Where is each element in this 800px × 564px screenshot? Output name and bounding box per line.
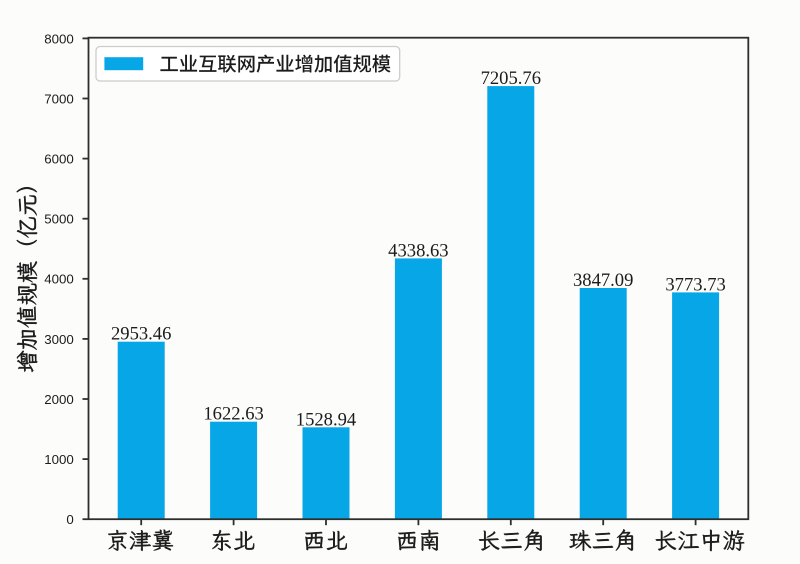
svg-text:7205.76: 7205.76 xyxy=(481,68,541,89)
svg-text:2000: 2000 xyxy=(44,392,74,407)
svg-text:4000: 4000 xyxy=(44,272,74,287)
svg-text:2953.46: 2953.46 xyxy=(111,324,171,345)
svg-text:0: 0 xyxy=(66,512,73,527)
svg-text:3000: 3000 xyxy=(44,332,74,347)
svg-text:4338.63: 4338.63 xyxy=(388,240,448,261)
svg-text:5000: 5000 xyxy=(44,212,74,227)
svg-text:6000: 6000 xyxy=(44,152,74,167)
svg-text:1000: 1000 xyxy=(44,452,74,467)
svg-text:8000: 8000 xyxy=(44,31,74,46)
svg-text:3847.09: 3847.09 xyxy=(573,270,633,291)
svg-text:7000: 7000 xyxy=(44,91,74,106)
svg-text:1528.94: 1528.94 xyxy=(296,409,356,430)
svg-text:1622.63: 1622.63 xyxy=(203,404,263,425)
svg-text:3773.73: 3773.73 xyxy=(665,274,725,295)
